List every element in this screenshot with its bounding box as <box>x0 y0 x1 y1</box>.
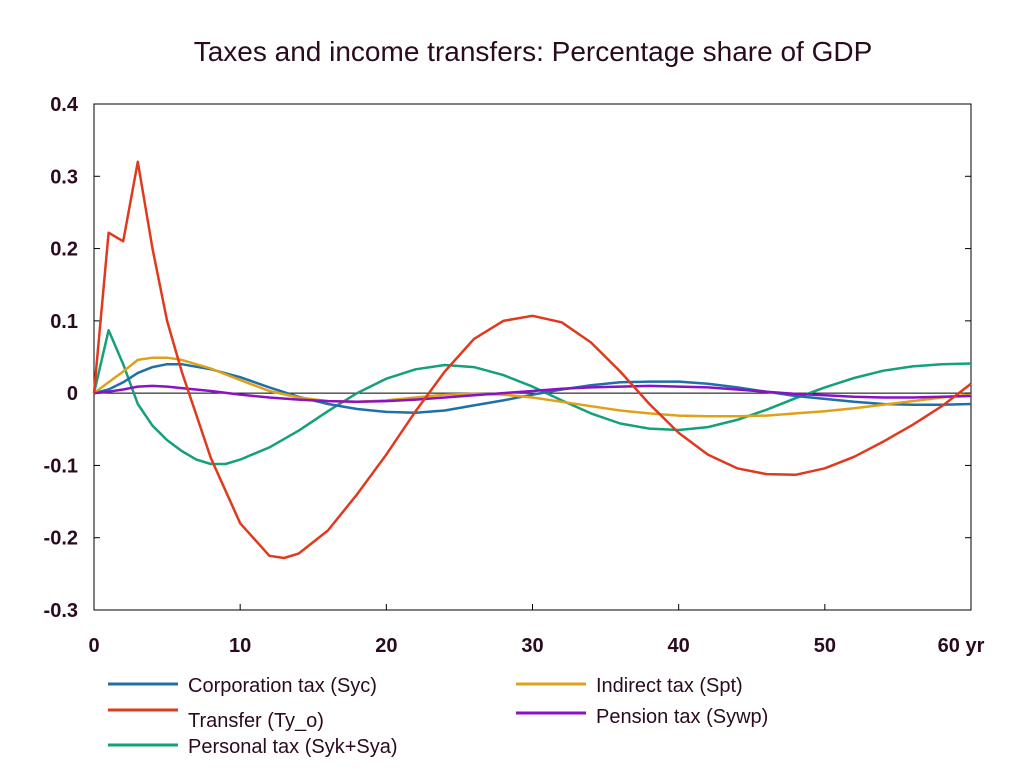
x-tick-label: 20 <box>375 635 397 657</box>
legend-label: Pension tax (Sywp) <box>596 706 768 728</box>
x-tick-label: 60 yr <box>938 635 985 657</box>
series-line-0 <box>93 362 972 414</box>
y-tick-label: -0.3 <box>44 600 78 622</box>
y-tick-label: 0.4 <box>50 94 79 116</box>
legend-label: Indirect tax (Spt) <box>596 675 743 697</box>
series-line-3 <box>93 384 972 404</box>
legend-label: Transfer (Ty_o) <box>188 710 324 732</box>
series-group <box>92 160 972 560</box>
legend-label: Corporation tax (Syc) <box>188 675 377 697</box>
x-tick-label: 40 <box>668 635 690 657</box>
y-tick-label: 0.3 <box>50 166 78 188</box>
x-tick-label: 0 <box>88 635 99 657</box>
series-line-2 <box>92 160 972 560</box>
x-tick-label: 10 <box>229 635 251 657</box>
plot-frame <box>93 103 972 611</box>
chart-title: Taxes and income transfers: Percentage s… <box>194 36 873 67</box>
legend-label: Personal tax (Syk+Sya) <box>188 736 398 758</box>
y-tick-label: 0 <box>67 383 78 405</box>
y-tick-label: -0.1 <box>44 455 78 477</box>
axes: -0.3 -0.2 -0.1 0 0.1 0.2 0.3 0.4 0 10 20 30 40 50 60 y… <box>44 94 985 657</box>
y-tick-label: -0.2 <box>44 528 78 550</box>
y-tick-label: 0.2 <box>50 239 78 261</box>
x-tick-label: 50 <box>814 635 836 657</box>
x-tick-label: 30 <box>521 635 543 657</box>
legend: Corporation tax (Syc) Indirect tax (Spt) T… <box>108 675 768 758</box>
y-tick-label: 0.1 <box>50 311 78 333</box>
